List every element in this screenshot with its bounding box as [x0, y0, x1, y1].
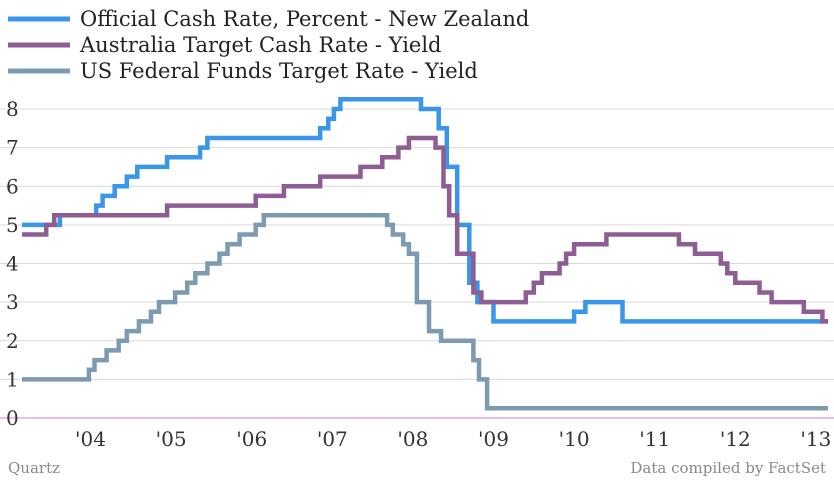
x-tick-label-2008: '08 — [397, 427, 428, 451]
y-tick-label-2: 2 — [6, 329, 19, 353]
x-tick-label-2005: '05 — [156, 427, 187, 451]
x-tick-label-2012: '12 — [720, 427, 751, 451]
x-tick-label-2006: '06 — [236, 427, 267, 451]
x-tick-label-2007: '07 — [317, 427, 348, 451]
x-tick-label-2010: '10 — [559, 427, 590, 451]
y-tick-label-6: 6 — [6, 174, 19, 198]
y-tick-label-4: 4 — [6, 252, 19, 276]
y-axis: 0 1 2 3 4 5 6 7 8 — [6, 97, 19, 430]
y-tick-label-3: 3 — [6, 290, 19, 314]
legend-label-1: Official Cash Rate, Percent - New Zealan… — [80, 7, 529, 31]
series-lines — [22, 97, 828, 411]
x-tick-label-2004: '04 — [75, 427, 106, 451]
y-tick-label-8: 8 — [6, 97, 19, 121]
y-tick-label-1: 1 — [6, 367, 19, 391]
legend: Official Cash Rate, Percent - New Zealan… — [8, 7, 529, 83]
data-credit: Data compiled by FactSet — [630, 459, 826, 477]
legend-label-3: US Federal Funds Target Rate - Yield — [80, 59, 478, 83]
series-line-1 — [22, 97, 828, 324]
y-tick-label-0: 0 — [6, 406, 19, 430]
source-credit: Quartz — [8, 459, 60, 477]
series-line-3 — [22, 212, 828, 411]
x-axis: '04 '05 '06 '07 '08 '09 '10 '11 '12 '13 — [75, 427, 831, 451]
y-tick-label-5: 5 — [6, 213, 19, 237]
x-tick-label-2013: '13 — [800, 427, 831, 451]
x-tick-label-2011: '11 — [639, 427, 670, 451]
x-tick-label-2009: '09 — [478, 427, 509, 451]
y-tick-label-7: 7 — [6, 136, 19, 160]
series-line-2 — [22, 135, 828, 324]
legend-label-2: Australia Target Cash Rate - Yield — [79, 33, 442, 57]
